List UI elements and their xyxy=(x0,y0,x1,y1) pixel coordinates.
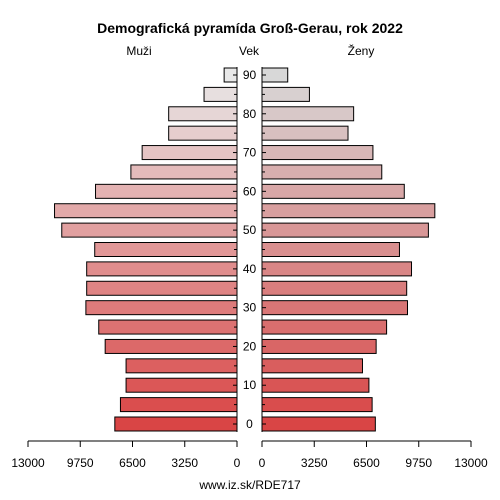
chart-title: Demografická pyramída Groß-Gerau, rok 20… xyxy=(97,20,403,36)
x-tick-label-left: 9750 xyxy=(67,456,94,470)
axes-group: 0 10 20 30 40 50 60 70 80 90 13000 9750 6500 3250 0 0 32… xyxy=(11,67,488,470)
age-tick-label: 70 xyxy=(243,146,257,160)
age-tick-label: 50 xyxy=(243,223,257,237)
bar-men-45-49 xyxy=(94,242,238,257)
bar-women-25-29 xyxy=(261,319,388,335)
bar-women-75-79 xyxy=(261,125,349,141)
footer-source: www.iz.sk/RDE717 xyxy=(198,478,301,492)
bar-women-40-44 xyxy=(261,261,413,277)
bar-women-5-9 xyxy=(261,397,373,413)
age-tick-label: 10 xyxy=(243,378,257,392)
bar-women-35-39 xyxy=(261,280,408,296)
bar-men-70-74 xyxy=(141,145,238,161)
bar-women-70-74 xyxy=(261,145,374,161)
bars-group xyxy=(54,67,436,432)
bar-women-55-59 xyxy=(261,203,436,219)
bar-men-80-84 xyxy=(168,106,238,122)
bar-men-15-19 xyxy=(125,358,238,374)
x-tick-label-left: 0 xyxy=(234,456,241,470)
bar-women-15-19 xyxy=(261,358,363,374)
age-tick-label: 0 xyxy=(246,417,253,431)
age-tick-label: 90 xyxy=(243,68,257,82)
age-tick-label: 30 xyxy=(243,301,257,315)
x-tick-label-left: 6500 xyxy=(119,456,146,470)
x-tick-label-left: 3250 xyxy=(171,456,198,470)
bar-women-45-49 xyxy=(261,242,400,257)
women-label: Ženy xyxy=(348,43,375,58)
age-tick-label: 20 xyxy=(243,339,257,353)
bar-women-80-84 xyxy=(261,106,355,122)
bar-men-75-79 xyxy=(168,125,238,141)
bar-men-5-9 xyxy=(119,397,238,413)
bar-men-55-59 xyxy=(54,203,238,219)
bar-men-30-34 xyxy=(85,300,238,316)
age-tick-label: 80 xyxy=(243,107,257,121)
x-tick-label-right: 0 xyxy=(259,456,266,470)
bar-men-20-24 xyxy=(104,338,238,354)
bar-men-35-39 xyxy=(86,280,238,296)
bar-women-10-14 xyxy=(261,377,370,393)
bar-men-65-69 xyxy=(130,164,238,180)
bar-women-85-89 xyxy=(261,86,310,102)
x-tick-label-right: 13000 xyxy=(454,456,488,470)
bar-women-30-34 xyxy=(261,300,408,316)
men-label: Muži xyxy=(126,44,151,58)
bar-men-85-89 xyxy=(203,86,238,102)
age-tick-label: 40 xyxy=(243,262,257,276)
bar-men-0-4 xyxy=(114,416,238,432)
bar-women-50-54 xyxy=(261,222,429,238)
bar-men-60-64 xyxy=(95,183,238,199)
age-tick-label: 60 xyxy=(243,184,257,198)
bar-men-40-44 xyxy=(86,261,238,277)
bar-men-10-14 xyxy=(125,377,238,393)
x-tick-label-left: 13000 xyxy=(11,456,45,470)
x-tick-label-right: 9750 xyxy=(405,456,432,470)
bar-women-65-69 xyxy=(261,164,383,180)
bar-women-0-4 xyxy=(261,416,376,432)
bar-men-50-54 xyxy=(61,222,238,238)
x-tick-label-right: 6500 xyxy=(353,456,380,470)
bar-women-60-64 xyxy=(261,183,405,199)
x-tick-label-right: 3250 xyxy=(301,456,328,470)
bar-men-25-29 xyxy=(98,319,238,335)
age-label: Vek xyxy=(239,44,260,58)
bar-women-20-24 xyxy=(261,338,377,354)
